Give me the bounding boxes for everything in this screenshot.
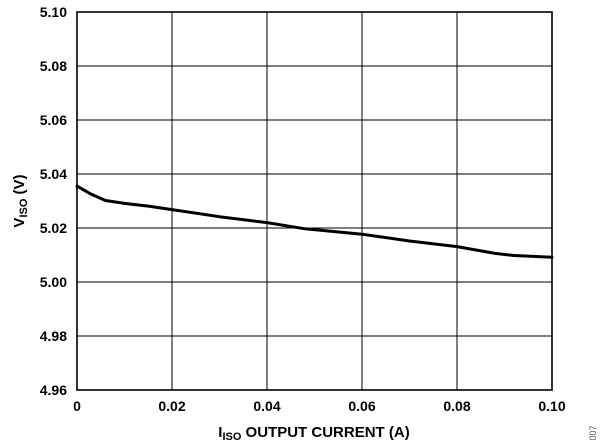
y-tick-label: 5.10 (40, 4, 67, 20)
y-tick-label: 5.04 (40, 166, 67, 182)
series (75, 184, 554, 259)
x-tick-labels: 0 0.02 0.04 0.06 0.08 0.10 (73, 398, 566, 414)
x-tick-label: 0.02 (158, 398, 185, 414)
y-tick-label: 4.98 (40, 328, 67, 344)
x-tick-label: 0.04 (253, 398, 280, 414)
grid (76, 11, 553, 391)
x-tick-label: 0.10 (538, 398, 565, 414)
y-tick-label: 5.00 (40, 274, 67, 290)
x-axis-label: IISO OUTPUT CURRENT (A) (218, 424, 409, 443)
figure-id: 007 (588, 425, 598, 440)
series-line (75, 184, 554, 259)
y-tick-label: 5.02 (40, 220, 67, 236)
x-tick-label: 0.08 (443, 398, 470, 414)
x-tick-label: 0 (73, 398, 81, 414)
x-axis-label-rest: OUTPUT CURRENT (A) (241, 424, 409, 441)
y-tick-labels: 4.96 4.98 5.00 5.02 5.04 5.06 5.08 5.10 (40, 4, 67, 398)
y-tick-label: 4.96 (40, 382, 67, 398)
y-axis-label-subscript: ISO (18, 198, 30, 217)
x-tick-label: 0.06 (348, 398, 375, 414)
x-axis-label-subscript: ISO (222, 431, 241, 443)
y-axis-label: VISO (V) (11, 174, 30, 227)
plot-frame (76, 11, 553, 391)
y-tick-label: 5.06 (40, 112, 67, 128)
x-axis-label-main: I (218, 424, 222, 441)
y-axis-label-rest: (V) (11, 174, 28, 198)
y-axis-label-main: V (11, 218, 28, 228)
y-tick-label: 5.08 (40, 58, 67, 74)
